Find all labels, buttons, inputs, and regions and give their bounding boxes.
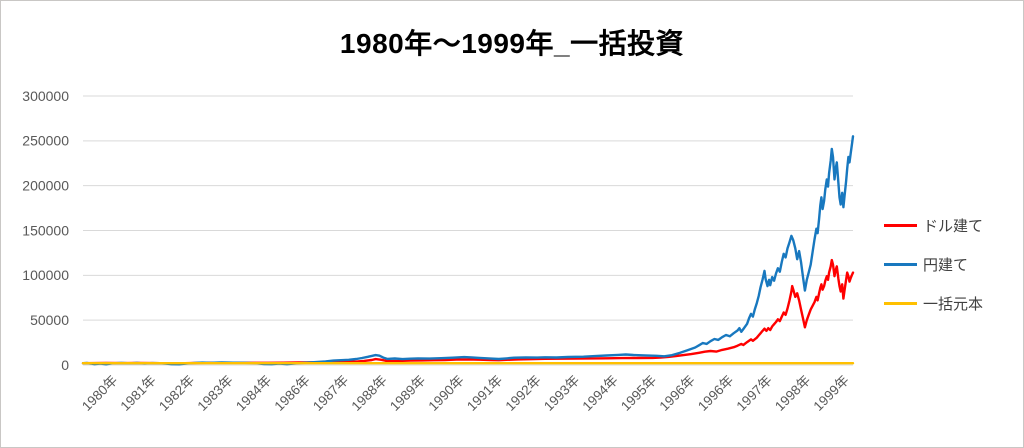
x-axis-tick-label: 1996年 [656, 373, 697, 414]
series-line-dollar [81, 258, 855, 365]
y-axis-tick-label: 50000 [30, 312, 69, 328]
x-axis-tick-label: 1990年 [425, 373, 466, 414]
y-axis-tick-label: 150000 [22, 222, 69, 238]
x-axis-tick-label: 1991年 [464, 373, 505, 414]
x-axis-tick-label: 1988年 [348, 373, 389, 414]
x-axis-tick-label: 1987年 [310, 373, 351, 414]
legend: ドル建て円建て一括元本 [884, 212, 983, 329]
series-line-yen [81, 135, 855, 366]
chart-title: 1980年～1999年_一括投資 [339, 28, 685, 59]
x-axis-tick-label: 1992年 [502, 373, 543, 414]
x-axis-tick-label: 1986年 [271, 373, 312, 414]
x-axis-tick-label: 1981年 [117, 373, 158, 414]
x-axis-tick-label: 1994年 [579, 373, 620, 414]
y-axis-tick-label: 250000 [22, 133, 69, 149]
x-axis-tick-label: 1997年 [733, 373, 774, 414]
legend-swatch-principal [884, 301, 917, 305]
y-axis-tick-label: 100000 [22, 267, 69, 283]
legend-label-yen: 円建て [923, 256, 969, 274]
x-axis-tick-label: 1996年 [695, 373, 736, 414]
y-axis-tick-label: 200000 [22, 178, 69, 194]
legend-label-dollar: ドル建て [923, 217, 984, 235]
legend-item-yen: 円建て [884, 251, 983, 277]
legend-item-principal: 一括元本 [884, 290, 983, 316]
x-axis-tick-label: 1982年 [156, 373, 197, 414]
x-axis-tick-label: 1983年 [194, 373, 235, 414]
x-axis-tick-label: 1995年 [618, 373, 659, 414]
legend-item-dollar: ドル建て [884, 212, 983, 238]
x-axis-tick-label: 1984年 [233, 373, 274, 414]
legend-swatch-yen [884, 262, 917, 266]
y-axis-tick-label: 0 [61, 357, 69, 373]
x-axis-tick-label: 1980年 [79, 373, 120, 414]
x-axis-tick-label: 1998年 [772, 373, 813, 414]
y-axis-tick-label: 300000 [22, 88, 69, 104]
legend-swatch-dollar [884, 223, 917, 227]
x-axis-tick-label: 1993年 [541, 373, 582, 414]
x-axis-tick-label: 1999年 [810, 373, 851, 414]
x-axis-tick-label: 1989年 [387, 373, 428, 414]
legend-label-principal: 一括元本 [923, 295, 984, 313]
